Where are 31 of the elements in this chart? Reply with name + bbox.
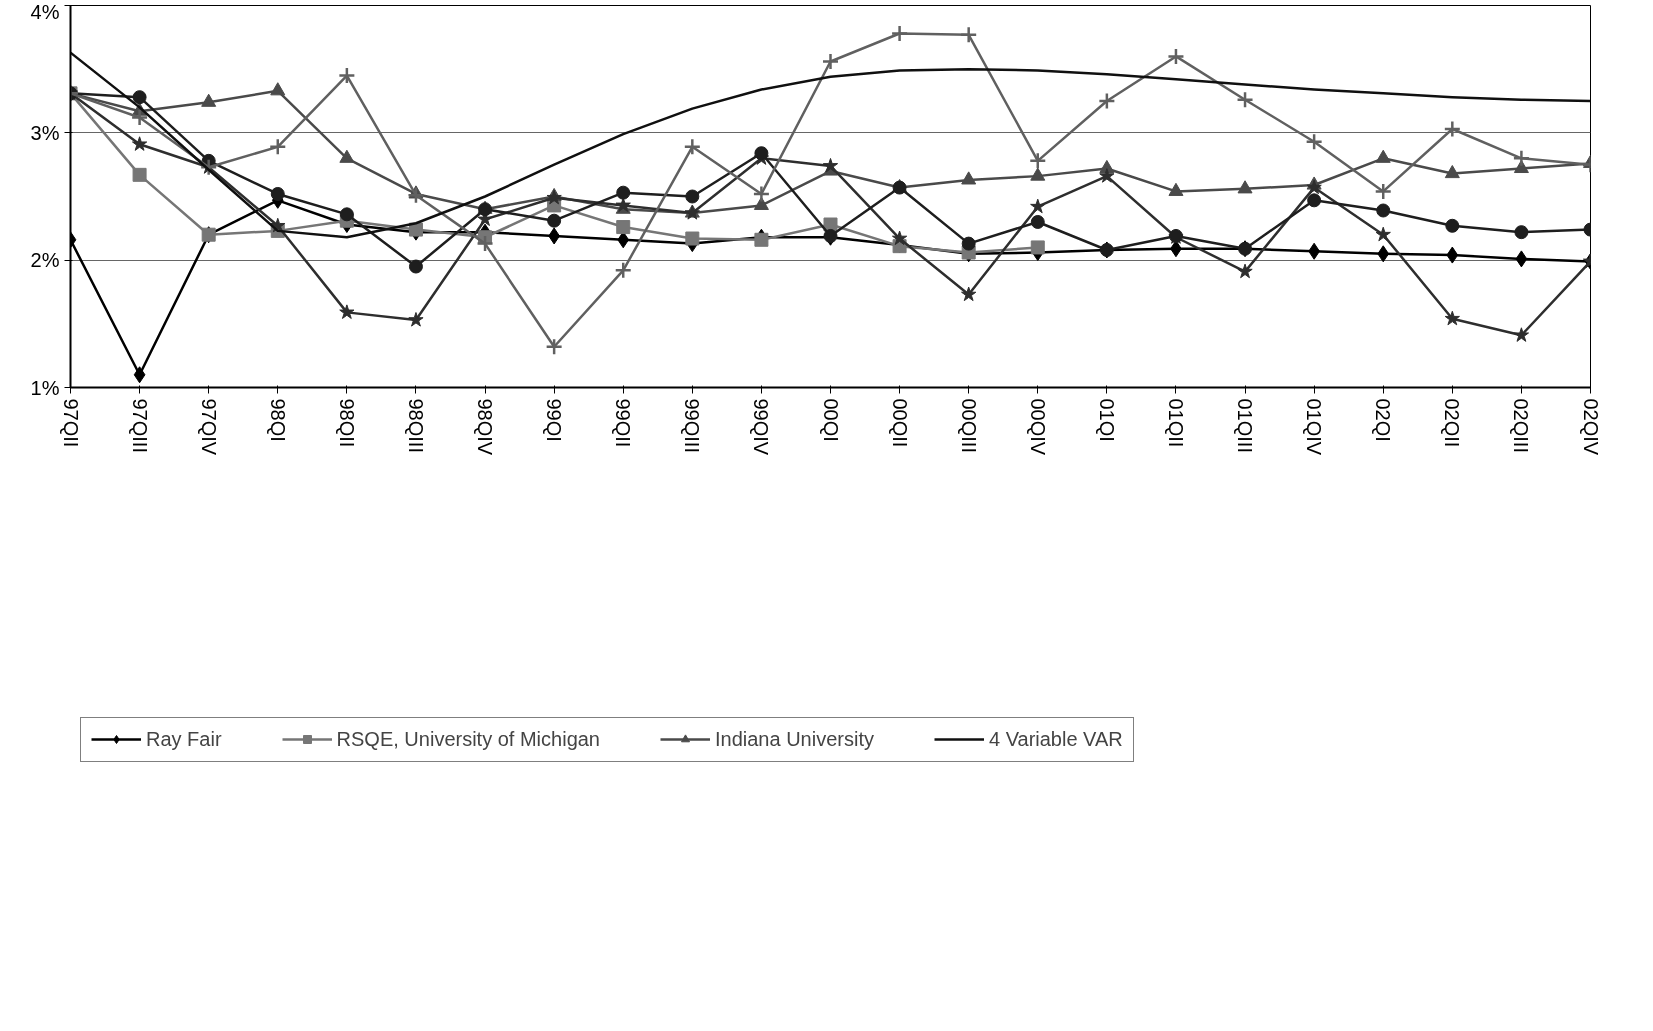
x-tick-label: 02QIII [1510, 398, 1533, 453]
x-tick-label: 00QIV [1026, 398, 1049, 456]
x-tick-label: 02QII [1441, 398, 1464, 448]
x-tick-label: 98QIII [404, 398, 427, 453]
x-tick-label: 01QII [1164, 398, 1187, 448]
x-tick-label: 99QI [543, 398, 566, 442]
x-tick-label: 98QII [335, 398, 358, 448]
x-tick-label: 97QII [59, 398, 82, 448]
x-tick-label: 02QIV [1579, 398, 1602, 456]
y-tick-label: 4% [30, 0, 60, 23]
x-tick-label: 01QI [1095, 398, 1118, 442]
x-tick-label: 97QIV [197, 398, 220, 456]
x-tick-label: 01QIV [1303, 398, 1326, 456]
x-tick-label: 99QII [612, 398, 635, 448]
x-tick-label: 98QI [266, 398, 289, 442]
y-tick-label: 2% [30, 249, 60, 272]
x-tick-label: 97QIII [128, 398, 151, 453]
x-tick-label: 01QIII [1234, 398, 1257, 453]
legend-label: Indiana University [715, 727, 874, 751]
x-tick-label: 00QI [819, 398, 842, 442]
legend-label: Ray Fair [146, 727, 222, 751]
x-tick-label: 02QI [1372, 398, 1395, 442]
x-tick-label: 98QIV [474, 398, 497, 456]
legend-label: 4 Variable VAR [988, 727, 1123, 751]
x-tick-label: 99QIV [750, 398, 773, 456]
y-tick-label: 3% [30, 121, 60, 144]
x-tick-label: 99QIII [681, 398, 704, 453]
legend-label: RSQE, University of Michigan [336, 727, 600, 751]
y-tick-label: 1% [30, 376, 60, 399]
x-tick-label: 00QII [888, 398, 911, 448]
x-tick-label: 00QIII [957, 398, 980, 453]
